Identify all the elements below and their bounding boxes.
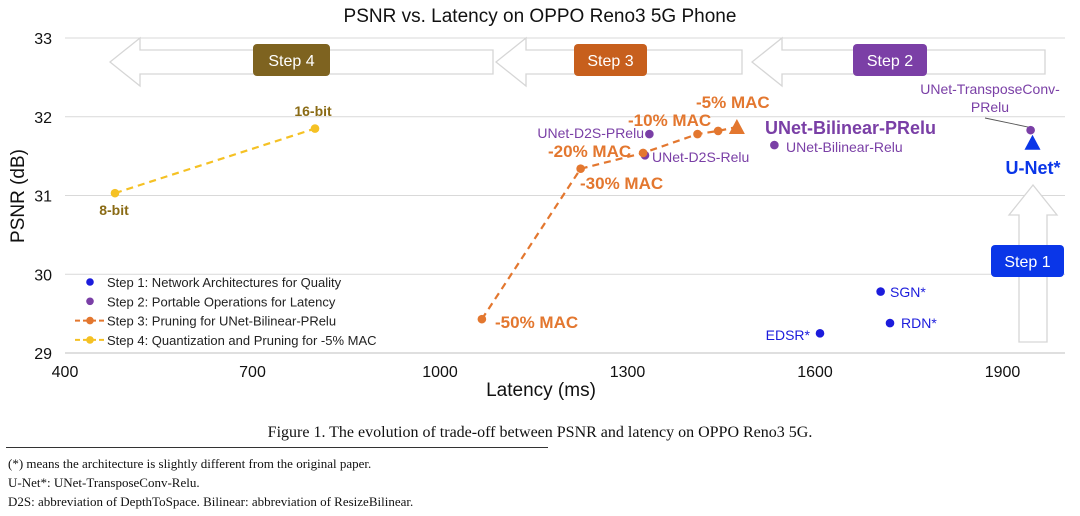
step4-line bbox=[114, 127, 316, 195]
label-rdn: RDN* bbox=[901, 315, 937, 331]
step2-banner-box bbox=[853, 44, 927, 76]
x-tick-label: 1900 bbox=[985, 364, 1021, 381]
legend-label: Step 2: Portable Operations for Latency bbox=[107, 294, 336, 309]
unet-bilinear-prelu-triangle bbox=[728, 118, 745, 134]
footnote-divider bbox=[6, 447, 548, 448]
footnote-asterisk: (*) means the architecture is slightly d… bbox=[8, 456, 372, 471]
legend-marker bbox=[86, 336, 94, 344]
step3-point bbox=[477, 314, 487, 324]
label-unet-bilinear-relu: UNet-Bilinear-Relu bbox=[786, 139, 903, 155]
label-minus50-mac: -50% MAC bbox=[495, 313, 578, 332]
legend-label: Step 4: Quantization and Pruning for -5%… bbox=[107, 333, 377, 348]
label-unet-d2s-prelu: UNet-D2S-PRelu bbox=[537, 125, 644, 141]
footnote-unet: U-Net*: UNet-TransposeConv-Relu. bbox=[8, 475, 200, 490]
y-tick-label: 31 bbox=[34, 189, 52, 206]
step2-banner-label: Step 2 bbox=[867, 53, 913, 70]
chart-title: PSNR vs. Latency on OPPO Reno3 5G Phone bbox=[344, 6, 737, 27]
step3-point bbox=[638, 148, 648, 158]
step2-point bbox=[1026, 125, 1035, 135]
step3-point bbox=[693, 129, 702, 139]
step1-point bbox=[815, 329, 825, 338]
label-minus30-mac: -30% MAC bbox=[580, 174, 663, 193]
step1-banner-box bbox=[991, 245, 1064, 277]
label-sgn: SGN* bbox=[890, 284, 926, 300]
label-unet-transposeconv-prelu-line1: UNet-TransposeConv- bbox=[920, 81, 1060, 97]
leader-line bbox=[984, 117, 1029, 128]
y-tick-label: 33 bbox=[34, 31, 52, 48]
label-minus5-mac: -5% MAC bbox=[696, 93, 770, 112]
label-unet-star: U-Net* bbox=[1005, 158, 1060, 178]
x-axis-label: Latency (ms) bbox=[486, 380, 596, 401]
label-8-bit: 8-bit bbox=[99, 202, 129, 218]
step3-banner-box bbox=[574, 44, 647, 76]
label-unet-bilinear-prelu: UNet-Bilinear-PRelu bbox=[765, 118, 936, 138]
y-axis-label: PSNR (dB) bbox=[8, 149, 29, 243]
x-tick-label: 700 bbox=[239, 364, 266, 381]
x-tick-label: 400 bbox=[52, 364, 79, 381]
x-tick-label: 1600 bbox=[797, 364, 833, 381]
step4-point bbox=[310, 124, 320, 133]
label-unet-transposeconv-prelu-line2: PRelu bbox=[971, 99, 1009, 115]
label-edsr: EDSR* bbox=[766, 327, 811, 343]
label-minus10-mac: -10% MAC bbox=[628, 111, 711, 130]
step4-banner-label: Step 4 bbox=[268, 53, 314, 70]
step3-point bbox=[576, 164, 585, 174]
y-tick-label: 29 bbox=[34, 346, 52, 363]
step1-banner-label: Step 1 bbox=[1004, 254, 1050, 271]
footnote-abbreviations: D2S: abbreviation of DepthToSpace. Bilin… bbox=[8, 494, 414, 509]
step3-point bbox=[713, 126, 723, 136]
x-tick-label: 1000 bbox=[422, 364, 458, 381]
label-16-bit: 16-bit bbox=[294, 103, 332, 119]
step4-point bbox=[110, 188, 120, 198]
figure-caption: Figure 1. The evolution of trade-off bet… bbox=[267, 424, 813, 441]
psnr-latency-chart: PSNR vs. Latency on OPPO Reno3 5G Phone 2… bbox=[8, 6, 1065, 401]
x-tick-label: 1300 bbox=[610, 364, 646, 381]
label-unet-d2s-relu: UNet-D2S-Relu bbox=[652, 149, 749, 165]
legend-label: Step 3: Pruning for UNet-Bilinear-PRelu bbox=[107, 314, 336, 329]
step3-banner-label: Step 3 bbox=[587, 53, 633, 70]
step4-banner-box bbox=[253, 44, 330, 76]
step2-point bbox=[770, 140, 779, 150]
legend-marker bbox=[86, 297, 94, 306]
step1-point bbox=[885, 318, 895, 328]
step1-point bbox=[876, 287, 885, 296]
label-minus20-mac: -20% MAC bbox=[548, 142, 631, 161]
y-tick-label: 32 bbox=[34, 110, 52, 127]
legend-marker bbox=[86, 316, 94, 325]
legend-label: Step 1: Network Architectures for Qualit… bbox=[107, 275, 342, 290]
legend-marker bbox=[86, 278, 94, 286]
unet-star-triangle bbox=[1024, 134, 1041, 150]
step2-point bbox=[645, 129, 654, 139]
y-tick-label: 30 bbox=[34, 267, 52, 284]
